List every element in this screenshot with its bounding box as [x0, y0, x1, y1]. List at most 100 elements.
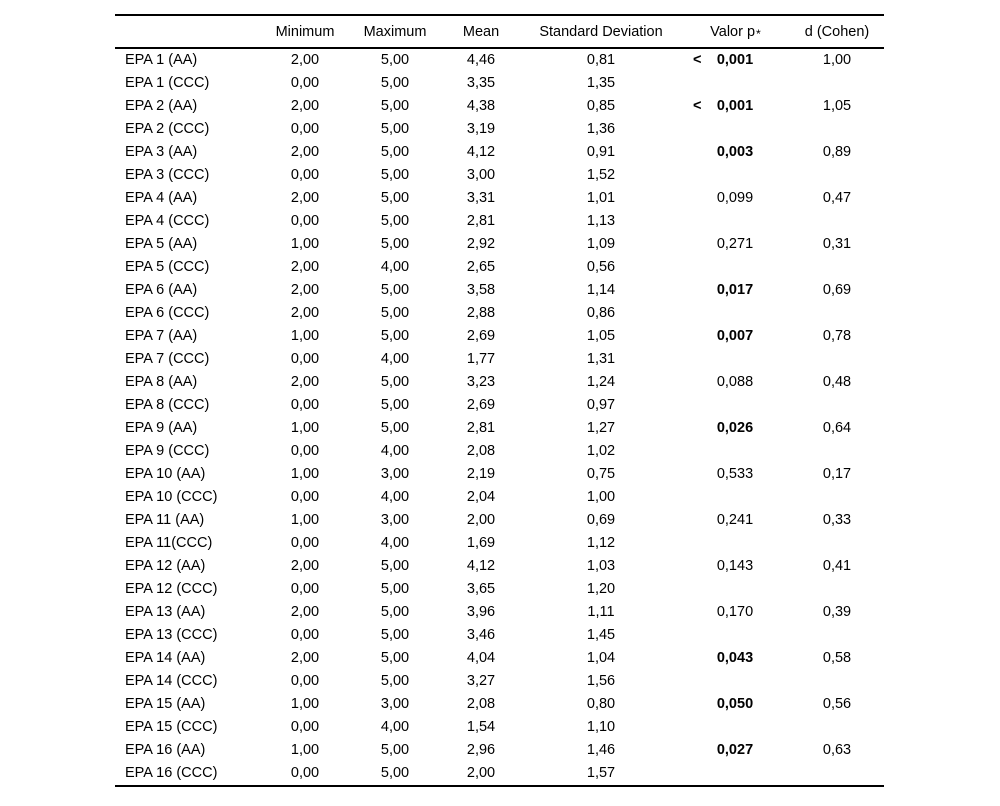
cell-d-cohen: 0,47 — [822, 190, 852, 206]
cell-maximum: 5,00 — [380, 581, 410, 597]
row-label: EPA 15 (AA) — [125, 696, 206, 712]
cell-mean: 2,19 — [466, 466, 496, 482]
cell-standard-deviation: 0,91 — [586, 144, 616, 160]
table-row: EPA 8 (CCC) 0,00 5,00 2,69 0,97 — [115, 394, 884, 417]
cell-maximum: 5,00 — [380, 765, 410, 781]
cell-mean: 3,27 — [466, 673, 496, 689]
cell-mean: 3,00 — [466, 167, 496, 183]
cell-standard-deviation: 1,35 — [586, 75, 616, 91]
cell-valor-p — [680, 72, 790, 95]
cell-mean: 1,54 — [466, 719, 496, 735]
cell-standard-deviation: 1,57 — [586, 765, 616, 781]
cell-minimum: 0,00 — [290, 351, 320, 367]
cell-standard-deviation: 1,24 — [586, 374, 616, 390]
row-label: EPA 7 (CCC) — [125, 351, 210, 367]
cell-mean: 2,08 — [466, 696, 496, 712]
cell-maximum: 5,00 — [380, 742, 410, 758]
cell-mean: 2,69 — [466, 397, 496, 413]
cell-mean: 3,23 — [466, 374, 496, 390]
cell-valor-p: 0,241 — [680, 509, 790, 532]
table-row: EPA 2 (AA) 2,00 5,00 4,38 0,85 <0,001 1,… — [115, 95, 884, 118]
header-d-cohen: d (Cohen) — [790, 15, 884, 49]
cell-valor-p — [680, 164, 790, 187]
cell-mean: 4,38 — [466, 98, 496, 114]
table-row: EPA 1 (AA) 2,00 5,00 4,46 0,81 <0,001 1,… — [115, 48, 884, 72]
p-value: 0,271 — [716, 236, 754, 252]
table-row: EPA 14 (AA) 2,00 5,00 4,04 1,04 0,043 0,… — [115, 647, 884, 670]
row-label: EPA 13 (AA) — [125, 604, 206, 620]
cell-standard-deviation: 0,75 — [586, 466, 616, 482]
cell-valor-p — [680, 394, 790, 417]
header-maximum: Maximum — [350, 15, 440, 49]
row-label: EPA 8 (CCC) — [125, 397, 210, 413]
cell-valor-p: 0,050 — [680, 693, 790, 716]
cell-minimum: 2,00 — [290, 305, 320, 321]
cell-maximum: 5,00 — [380, 75, 410, 91]
cell-d-cohen: 0,33 — [822, 512, 852, 528]
table-row: EPA 12 (CCC) 0,00 5,00 3,65 1,20 — [115, 578, 884, 601]
cell-minimum: 1,00 — [290, 696, 320, 712]
cell-d-cohen — [790, 348, 884, 371]
cell-d-cohen: 0,78 — [822, 328, 852, 344]
cell-maximum: 4,00 — [380, 489, 410, 505]
cell-minimum: 0,00 — [290, 673, 320, 689]
cell-minimum: 2,00 — [290, 604, 320, 620]
cell-d-cohen: 0,41 — [822, 558, 852, 574]
cell-standard-deviation: 1,05 — [586, 328, 616, 344]
cell-standard-deviation: 1,00 — [586, 489, 616, 505]
cell-valor-p: 0,003 — [680, 141, 790, 164]
cell-d-cohen: 0,58 — [822, 650, 852, 666]
cell-mean: 2,96 — [466, 742, 496, 758]
row-label: EPA 12 (CCC) — [125, 581, 218, 597]
row-label: EPA 14 (AA) — [125, 650, 206, 666]
row-label: EPA 4 (CCC) — [125, 213, 210, 229]
cell-valor-p: 0,017 — [680, 279, 790, 302]
cell-valor-p — [680, 670, 790, 693]
cell-standard-deviation: 0,81 — [586, 52, 616, 68]
cell-maximum: 5,00 — [380, 236, 410, 252]
cell-standard-deviation: 1,01 — [586, 190, 616, 206]
cell-valor-p: <0,001 — [680, 48, 790, 72]
cell-mean: 2,88 — [466, 305, 496, 321]
p-value: 0,533 — [716, 466, 754, 482]
cell-mean: 2,81 — [466, 213, 496, 229]
row-label: EPA 7 (AA) — [125, 328, 198, 344]
statistics-table: Minimum Maximum Mean Standard Deviation … — [115, 14, 884, 787]
cell-minimum: 2,00 — [290, 144, 320, 160]
cell-minimum: 0,00 — [290, 75, 320, 91]
cell-standard-deviation: 1,03 — [586, 558, 616, 574]
cell-maximum: 4,00 — [380, 719, 410, 735]
p-value: 0,088 — [716, 374, 754, 390]
cell-valor-p: 0,027 — [680, 739, 790, 762]
cell-standard-deviation: 1,56 — [586, 673, 616, 689]
p-value: 0,001 — [716, 52, 754, 68]
header-empty — [115, 15, 260, 49]
row-label: EPA 1 (CCC) — [125, 75, 210, 91]
cell-d-cohen — [790, 164, 884, 187]
row-label: EPA 6 (AA) — [125, 282, 198, 298]
cell-d-cohen: 0,31 — [822, 236, 852, 252]
cell-maximum: 4,00 — [380, 443, 410, 459]
cell-mean: 1,69 — [466, 535, 496, 551]
cell-standard-deviation: 1,04 — [586, 650, 616, 666]
row-label: EPA 2 (AA) — [125, 98, 198, 114]
row-label: EPA 14 (CCC) — [125, 673, 218, 689]
cell-valor-p — [680, 256, 790, 279]
row-label: EPA 10 (AA) — [125, 466, 206, 482]
cell-standard-deviation: 0,56 — [586, 259, 616, 275]
cell-mean: 2,92 — [466, 236, 496, 252]
cell-mean: 1,77 — [466, 351, 496, 367]
table-row: EPA 5 (CCC) 2,00 4,00 2,65 0,56 — [115, 256, 884, 279]
cell-valor-p: 0,099 — [680, 187, 790, 210]
table-row: EPA 7 (AA) 1,00 5,00 2,69 1,05 0,007 0,7… — [115, 325, 884, 348]
table-row: EPA 1 (CCC) 0,00 5,00 3,35 1,35 — [115, 72, 884, 95]
cell-standard-deviation: 1,13 — [586, 213, 616, 229]
cell-maximum: 5,00 — [380, 213, 410, 229]
cell-valor-p — [680, 118, 790, 141]
cell-mean: 2,04 — [466, 489, 496, 505]
cell-valor-p: 0,271 — [680, 233, 790, 256]
cell-maximum: 5,00 — [380, 282, 410, 298]
header-minimum: Minimum — [260, 15, 350, 49]
cell-mean: 2,00 — [466, 512, 496, 528]
